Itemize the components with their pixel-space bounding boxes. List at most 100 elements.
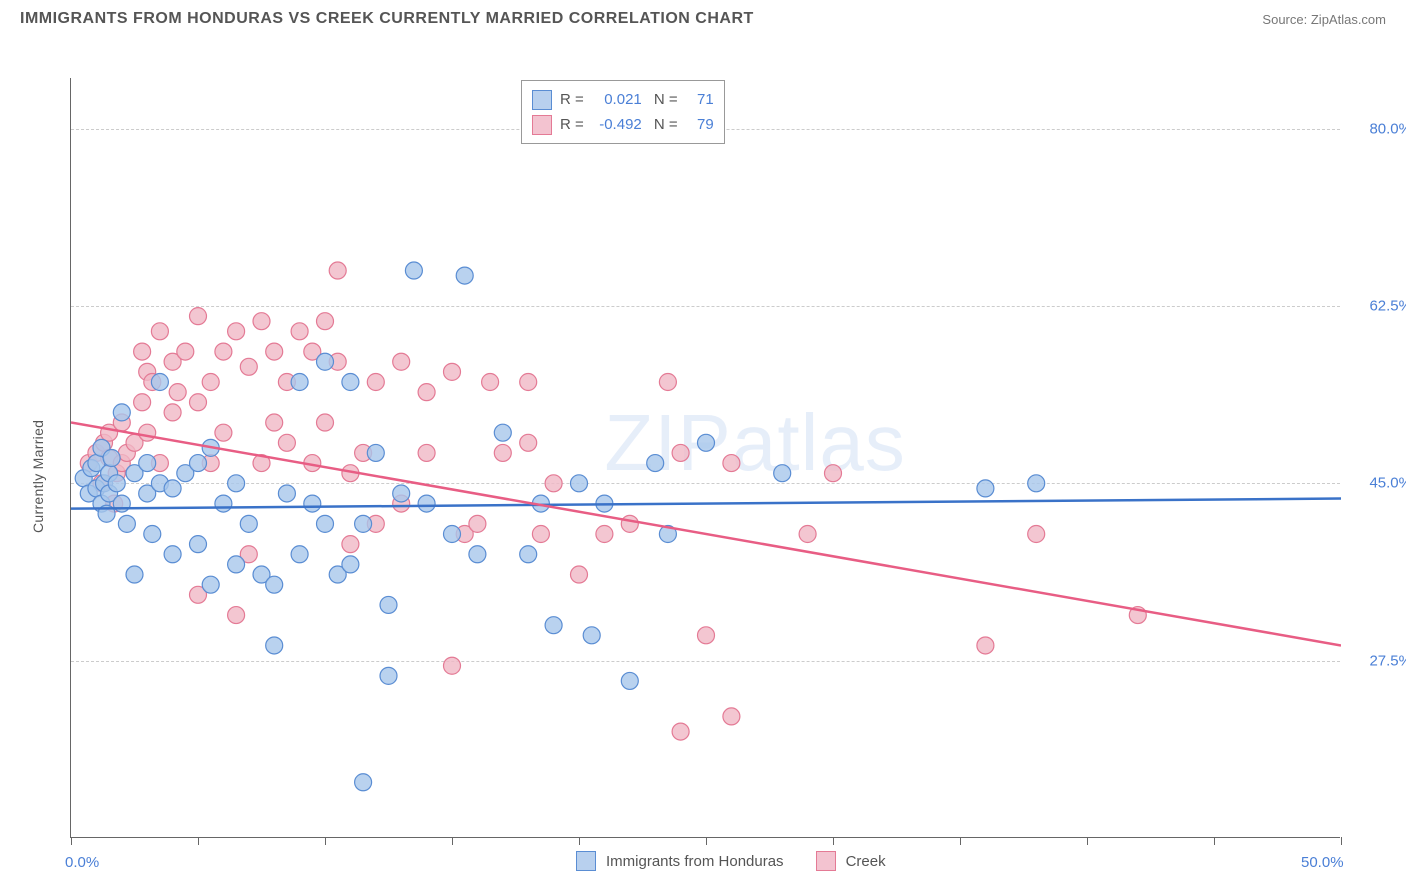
data-point (456, 267, 473, 284)
data-point (164, 404, 181, 421)
data-point (144, 526, 161, 543)
data-point (134, 394, 151, 411)
data-point (723, 455, 740, 472)
legend-n-value: 79 (686, 116, 714, 133)
data-point (698, 627, 715, 644)
data-point (774, 465, 791, 482)
data-point (228, 556, 245, 573)
plot-area: 27.5%45.0%62.5%80.0%0.0%50.0%ZIPatlasR =… (70, 78, 1340, 838)
data-point (659, 374, 676, 391)
data-point (494, 424, 511, 441)
data-point (126, 566, 143, 583)
data-point (169, 384, 186, 401)
data-point (317, 353, 334, 370)
data-point (367, 374, 384, 391)
data-point (977, 480, 994, 497)
data-point (139, 424, 156, 441)
data-point (520, 374, 537, 391)
x-tick (1341, 837, 1342, 845)
scatter-chart: Currently Married 27.5%45.0%62.5%80.0%0.… (20, 33, 1386, 863)
data-point (418, 495, 435, 512)
data-point (317, 313, 334, 330)
data-point (278, 485, 295, 502)
plot-svg (71, 78, 1341, 838)
data-point (647, 455, 664, 472)
data-point (291, 323, 308, 340)
data-point (329, 262, 346, 279)
data-point (393, 353, 410, 370)
data-point (380, 596, 397, 613)
data-point (520, 434, 537, 451)
data-point (139, 455, 156, 472)
data-point (405, 262, 422, 279)
legend-r-value: 0.021 (592, 91, 642, 108)
data-point (228, 607, 245, 624)
data-point (380, 667, 397, 684)
data-point (1028, 526, 1045, 543)
data-point (621, 672, 638, 689)
x-tick (452, 837, 453, 845)
data-point (355, 515, 372, 532)
y-tick-label: 80.0% (1352, 120, 1406, 137)
trend-line (71, 499, 1341, 509)
data-point (723, 708, 740, 725)
legend-r-label: R = (560, 116, 584, 133)
legend-swatch-icon (532, 115, 552, 135)
y-tick-label: 45.0% (1352, 475, 1406, 492)
data-point (367, 444, 384, 461)
data-point (342, 536, 359, 553)
legend-swatch-icon (816, 851, 836, 871)
data-point (240, 358, 257, 375)
legend-n-label: N = (650, 116, 678, 133)
data-point (253, 313, 270, 330)
data-point (418, 444, 435, 461)
data-point (583, 627, 600, 644)
data-point (190, 536, 207, 553)
data-point (291, 546, 308, 563)
data-point (977, 637, 994, 654)
x-tick (325, 837, 326, 845)
data-point (469, 515, 486, 532)
legend-swatch-icon (576, 851, 596, 871)
data-point (355, 774, 372, 791)
legend-r-label: R = (560, 91, 584, 108)
source-label: Source: (1262, 12, 1307, 27)
data-point (418, 384, 435, 401)
data-point (118, 515, 135, 532)
data-point (393, 485, 410, 502)
data-point (304, 495, 321, 512)
data-point (108, 475, 125, 492)
data-point (190, 394, 207, 411)
data-point (228, 475, 245, 492)
data-point (266, 576, 283, 593)
x-tick (579, 837, 580, 845)
data-point (134, 343, 151, 360)
legend-n-value: 71 (686, 91, 714, 108)
data-point (571, 475, 588, 492)
data-point (571, 566, 588, 583)
data-point (545, 617, 562, 634)
data-point (317, 515, 334, 532)
data-point (278, 434, 295, 451)
x-tick-label: 50.0% (1301, 854, 1344, 871)
data-point (799, 526, 816, 543)
series-name: Creek (846, 853, 886, 870)
data-point (202, 374, 219, 391)
data-point (266, 343, 283, 360)
chart-title: IMMIGRANTS FROM HONDURAS VS CREEK CURREN… (20, 10, 754, 28)
data-point (520, 546, 537, 563)
data-point (240, 515, 257, 532)
data-point (672, 444, 689, 461)
y-tick-label: 27.5% (1352, 652, 1406, 669)
data-point (494, 444, 511, 461)
data-point (190, 455, 207, 472)
data-point (545, 475, 562, 492)
data-point (151, 323, 168, 340)
y-axis-title: Currently Married (30, 420, 46, 533)
data-point (482, 374, 499, 391)
x-tick (706, 837, 707, 845)
data-point (177, 343, 194, 360)
x-tick (960, 837, 961, 845)
data-point (469, 546, 486, 563)
data-point (444, 363, 461, 380)
